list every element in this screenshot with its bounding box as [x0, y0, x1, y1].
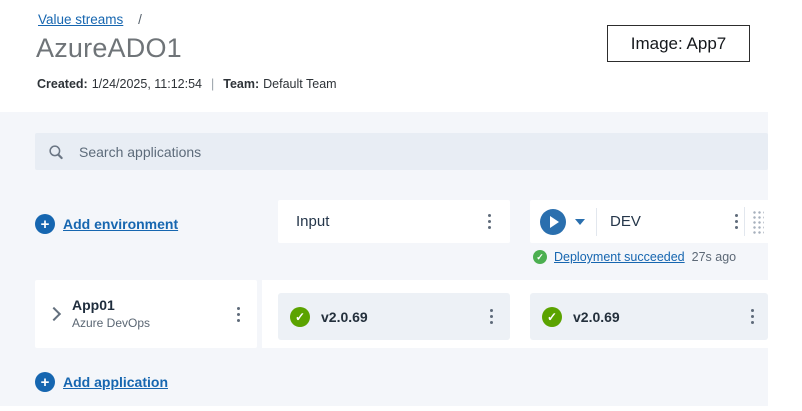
application-info: App01 Azure DevOps	[72, 297, 231, 331]
breadcrumb: Value streams /	[38, 12, 142, 27]
search-icon	[49, 144, 63, 159]
success-check-icon: ✓	[533, 250, 547, 264]
divider	[744, 207, 745, 236]
version-chip-input[interactable]: ✓ v2.0.69	[278, 293, 510, 340]
kebab-menu-icon[interactable]	[484, 293, 498, 340]
search-input[interactable]	[77, 142, 756, 161]
environment-name: Input	[296, 213, 330, 230]
add-application-label: Add application	[63, 374, 168, 390]
application-name: App01	[72, 297, 115, 314]
chevron-down-icon[interactable]	[575, 218, 585, 225]
plus-icon: +	[35, 214, 55, 234]
deployment-status: ✓ Deployment succeeded 27s ago	[533, 250, 736, 264]
team-label: Team:	[223, 77, 260, 91]
add-environment-button[interactable]: + Add environment	[35, 214, 178, 234]
team-value: Default Team	[263, 77, 337, 91]
meta-separator: |	[211, 77, 215, 91]
kebab-menu-icon[interactable]	[231, 280, 245, 348]
plus-icon: +	[35, 372, 55, 392]
breadcrumb-link-value-streams[interactable]: Value streams	[38, 12, 124, 27]
drag-handle-icon[interactable]	[751, 209, 764, 235]
success-check-icon: ✓	[290, 306, 310, 327]
success-check-icon: ✓	[542, 306, 562, 327]
kebab-menu-icon[interactable]	[745, 293, 759, 340]
chevron-right-icon[interactable]	[46, 306, 62, 322]
value-stream-board: + Add environment Input DEV ✓ Deployment…	[0, 112, 768, 406]
version-label: v2.0.69	[573, 308, 620, 325]
version-label: v2.0.69	[321, 308, 368, 325]
kebab-menu-icon[interactable]	[729, 200, 743, 243]
divider	[596, 207, 597, 236]
version-chip-dev[interactable]: ✓ v2.0.69	[530, 293, 768, 340]
add-environment-label: Add environment	[63, 216, 179, 232]
page-title: AzureADO1	[36, 33, 182, 63]
created-value: 1/24/2025, 11:12:54	[91, 77, 203, 91]
add-application-button[interactable]: + Add application	[35, 372, 168, 392]
play-button[interactable]	[540, 208, 566, 235]
application-card[interactable]: App01 Azure DevOps	[35, 280, 257, 348]
environment-card-dev: DEV	[530, 200, 768, 243]
meta-line: Created: 1/24/2025, 11:12:54 | Team: Default…	[37, 77, 337, 91]
deployment-time: 27s ago	[691, 250, 737, 264]
environment-name: DEV	[610, 213, 641, 230]
environment-card-input: Input	[278, 200, 510, 243]
breadcrumb-separator: /	[138, 12, 142, 27]
kebab-menu-icon[interactable]	[482, 200, 496, 243]
deployment-status-link[interactable]: Deployment succeeded	[554, 250, 685, 264]
image-label-box: Image: App7	[607, 25, 750, 62]
created-label: Created:	[37, 77, 88, 91]
application-type: Azure DevOps	[72, 315, 151, 330]
search-bar	[35, 133, 768, 170]
